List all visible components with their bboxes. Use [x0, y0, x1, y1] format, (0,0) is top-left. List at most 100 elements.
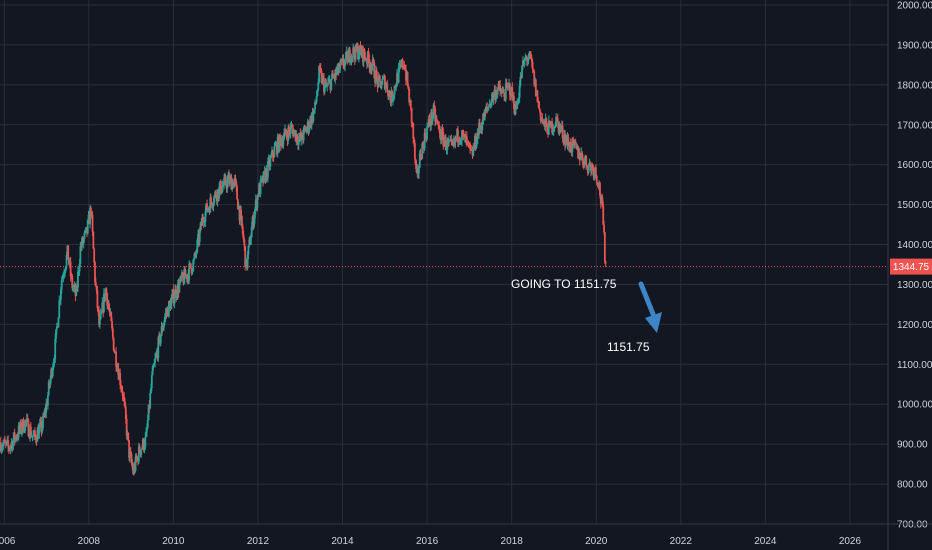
candle-body — [9, 445, 12, 449]
candle-body — [77, 271, 80, 273]
candle-body — [603, 224, 605, 233]
candle-body — [560, 128, 562, 130]
candle-body — [120, 387, 123, 391]
candle-body — [199, 222, 202, 230]
candle-body — [551, 131, 554, 133]
candle-body — [206, 208, 209, 212]
candle-body — [337, 63, 340, 73]
candle-body — [556, 118, 559, 123]
candle-body — [331, 73, 334, 77]
candle-body — [336, 70, 338, 75]
candle-body — [461, 130, 464, 135]
candle-body — [190, 268, 193, 273]
candle-body — [317, 82, 320, 91]
candle-body — [539, 108, 541, 112]
candle-body — [57, 317, 60, 328]
candle-body — [47, 395, 49, 406]
y-tick-label: 1000.00 — [897, 400, 932, 411]
candle-body — [578, 152, 581, 161]
candle-body — [383, 76, 386, 89]
candle-body — [210, 197, 212, 203]
candle-body — [595, 167, 597, 176]
candle-body — [318, 66, 320, 83]
candle-body — [350, 56, 353, 62]
candle-body — [143, 447, 146, 450]
candle-body — [577, 145, 579, 158]
candle-body — [159, 335, 162, 344]
candle-body — [593, 173, 596, 177]
candle-body — [45, 403, 48, 413]
candle-body — [478, 122, 480, 135]
candle-body — [43, 410, 46, 417]
candle-body — [181, 272, 184, 277]
candle-body — [206, 203, 208, 212]
candle-body — [319, 68, 322, 71]
candle-body — [146, 427, 148, 432]
candle-body — [107, 303, 110, 309]
candle-body — [215, 191, 217, 198]
candle-body — [17, 425, 20, 438]
candle-body — [108, 308, 111, 313]
candle-body — [467, 141, 470, 144]
candle-body — [204, 211, 207, 222]
candle-body — [188, 264, 191, 281]
candle-body — [530, 58, 533, 63]
candle-body — [579, 159, 582, 161]
candle-body — [279, 134, 282, 139]
candle-body — [511, 87, 514, 100]
candle-body — [198, 229, 201, 243]
candle-body — [524, 58, 527, 60]
candle-body — [241, 215, 243, 227]
candle-body — [426, 125, 429, 127]
candle-body — [487, 107, 489, 109]
candle-body — [59, 299, 61, 301]
candle-body — [393, 85, 396, 95]
candle-body — [547, 120, 550, 135]
candle-body — [178, 283, 181, 293]
candle-body — [468, 143, 471, 145]
candle-body — [271, 150, 274, 157]
candle-body — [521, 65, 523, 78]
candle-body — [167, 301, 170, 317]
candle-body — [121, 390, 124, 397]
candle-body — [382, 77, 385, 80]
candle-body — [220, 191, 223, 194]
candle-body — [129, 451, 131, 458]
candle-body — [211, 206, 214, 208]
candle-body — [497, 83, 500, 90]
y-tick-label: 1500.00 — [897, 200, 932, 211]
candle-body — [212, 202, 215, 207]
candle-body — [62, 276, 65, 278]
x-tick-label: 2020 — [585, 536, 608, 547]
candle-body — [373, 62, 376, 79]
candle-body — [23, 430, 26, 432]
candle-body — [567, 137, 570, 146]
candle-body — [59, 289, 62, 300]
candle-body — [75, 286, 78, 296]
candle-body — [408, 88, 411, 103]
candle-body — [316, 90, 319, 97]
candle-body — [103, 293, 105, 312]
candle-body — [397, 67, 400, 83]
candle-body — [172, 289, 175, 304]
candle-body — [379, 76, 381, 82]
candle-body — [179, 276, 182, 284]
candle-body — [519, 76, 522, 86]
candle-body — [41, 427, 44, 432]
candle-body — [130, 454, 133, 464]
candle-body — [124, 407, 127, 420]
candle-body — [315, 96, 318, 103]
y-tick-label: 1600.00 — [897, 160, 932, 171]
candle-body — [260, 178, 263, 180]
candle-body — [219, 181, 222, 194]
candle-body — [223, 177, 225, 186]
candle-body — [395, 86, 398, 88]
overlay-layer: 1344.75 — [0, 258, 932, 275]
candle-body — [58, 300, 61, 318]
candle-body — [235, 181, 238, 187]
candle-body — [392, 94, 395, 98]
candle-body — [483, 110, 486, 121]
candle-body — [542, 121, 545, 123]
candle-body — [359, 45, 362, 50]
